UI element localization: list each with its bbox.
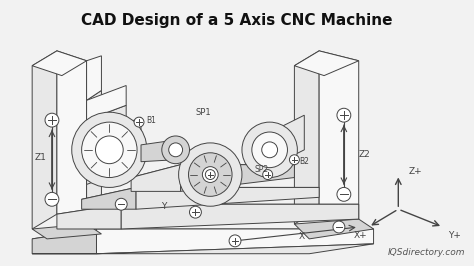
Polygon shape (57, 204, 359, 214)
Text: B1: B1 (146, 116, 156, 125)
Polygon shape (264, 130, 294, 174)
Circle shape (45, 192, 59, 206)
Polygon shape (32, 229, 97, 254)
Polygon shape (32, 229, 374, 239)
Polygon shape (32, 51, 57, 229)
Circle shape (45, 113, 59, 127)
Polygon shape (87, 56, 101, 100)
Circle shape (189, 153, 232, 196)
Circle shape (242, 122, 297, 177)
Polygon shape (82, 188, 136, 209)
Polygon shape (274, 115, 304, 165)
Circle shape (337, 188, 351, 201)
Text: X: X (298, 232, 304, 242)
Text: SP1: SP1 (195, 108, 211, 117)
Polygon shape (87, 105, 126, 184)
Polygon shape (87, 85, 126, 120)
Polygon shape (294, 51, 359, 76)
Circle shape (82, 122, 137, 177)
Text: Z1: Z1 (34, 153, 46, 162)
Polygon shape (319, 51, 359, 219)
Text: CAD Design of a 5 Axis CNC Machine: CAD Design of a 5 Axis CNC Machine (81, 13, 393, 28)
Circle shape (290, 155, 300, 165)
Text: Z+: Z+ (408, 167, 422, 176)
Circle shape (262, 142, 278, 158)
Text: IQSdirectory.com: IQSdirectory.com (388, 248, 465, 257)
Circle shape (252, 132, 287, 168)
Circle shape (190, 206, 201, 218)
Polygon shape (57, 51, 87, 224)
Text: X+: X+ (354, 231, 367, 240)
Polygon shape (111, 117, 141, 174)
Polygon shape (57, 204, 121, 229)
Polygon shape (141, 140, 176, 162)
Circle shape (95, 136, 123, 164)
Polygon shape (181, 165, 294, 191)
Circle shape (333, 221, 345, 233)
Circle shape (72, 112, 147, 188)
Circle shape (337, 108, 351, 122)
Circle shape (169, 143, 182, 157)
Polygon shape (82, 188, 319, 199)
Polygon shape (87, 90, 101, 224)
Circle shape (202, 167, 218, 182)
Circle shape (115, 198, 127, 210)
Polygon shape (32, 244, 374, 254)
Text: Z2: Z2 (359, 150, 371, 159)
Polygon shape (131, 165, 294, 177)
Circle shape (134, 117, 144, 127)
Text: SP2: SP2 (255, 165, 269, 174)
Polygon shape (294, 219, 374, 239)
Circle shape (179, 143, 242, 206)
Circle shape (229, 235, 241, 247)
Circle shape (263, 170, 273, 180)
Circle shape (205, 170, 215, 180)
Text: Y+: Y+ (448, 231, 461, 240)
Polygon shape (131, 165, 181, 191)
Polygon shape (32, 51, 87, 76)
Polygon shape (121, 204, 359, 229)
Polygon shape (136, 188, 319, 209)
Text: B2: B2 (300, 157, 309, 166)
Text: Y: Y (161, 202, 166, 211)
Circle shape (162, 136, 190, 164)
Polygon shape (97, 229, 374, 254)
Polygon shape (294, 51, 319, 224)
Polygon shape (32, 224, 101, 239)
